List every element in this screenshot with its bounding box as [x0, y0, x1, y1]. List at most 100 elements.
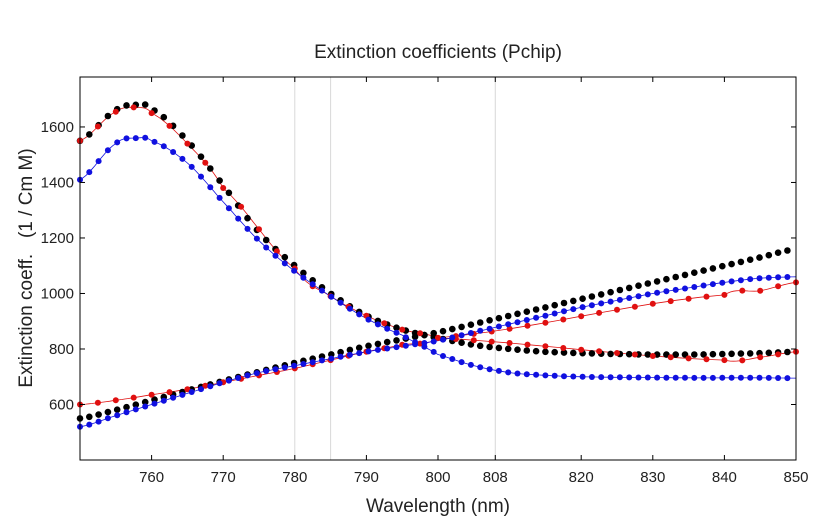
data-point	[291, 362, 298, 369]
data-point	[719, 350, 726, 358]
data-point	[514, 319, 521, 326]
data-point	[356, 350, 363, 357]
data-point	[430, 348, 437, 355]
data-point	[653, 278, 661, 285]
y-tick-label: 600	[49, 396, 74, 413]
data-point	[225, 189, 233, 197]
data-point	[439, 327, 447, 335]
data-point	[253, 235, 260, 242]
data-point	[291, 267, 298, 274]
data-point	[281, 364, 288, 371]
data-point	[561, 308, 567, 315]
data-point	[132, 135, 139, 142]
data-point	[598, 300, 605, 307]
data-point	[319, 287, 325, 294]
data-point	[467, 321, 475, 329]
data-point	[719, 279, 726, 286]
data-point	[417, 330, 424, 337]
data-point	[570, 306, 577, 313]
y-tick-label: 1600	[41, 119, 74, 136]
data-point	[374, 340, 382, 348]
data-point	[114, 412, 121, 419]
data-point	[477, 364, 484, 371]
x-tick-label: 830	[640, 469, 665, 486]
data-point	[737, 258, 745, 266]
data-point	[737, 277, 744, 284]
data-point	[607, 374, 614, 381]
data-point	[691, 351, 698, 358]
data-point	[578, 313, 585, 320]
data-point	[130, 104, 137, 111]
data-point	[160, 397, 167, 404]
data-point	[756, 275, 763, 282]
x-tick-label: 800	[425, 469, 450, 486]
data-point	[506, 325, 513, 332]
data-point	[703, 293, 710, 300]
data-point	[440, 353, 446, 359]
data-point	[746, 350, 754, 357]
data-point	[402, 334, 409, 341]
y-tick-label: 800	[49, 341, 74, 358]
data-point	[709, 265, 717, 272]
data-point	[273, 248, 280, 255]
data-point	[142, 134, 149, 141]
data-point	[654, 289, 661, 296]
x-tick-label: 770	[211, 469, 236, 486]
data-point	[179, 132, 186, 139]
data-point	[523, 317, 530, 323]
data-point	[346, 346, 354, 354]
data-point	[765, 251, 773, 259]
data-point	[112, 397, 119, 404]
data-point	[309, 281, 316, 288]
data-point	[355, 344, 363, 352]
data-point	[709, 281, 716, 288]
data-point	[682, 374, 688, 381]
data-point	[198, 386, 204, 393]
data-point	[262, 236, 270, 244]
data-point	[160, 143, 167, 150]
data-point	[703, 356, 710, 363]
data-point	[430, 338, 437, 345]
data-point	[626, 295, 633, 301]
data-point	[644, 280, 652, 287]
data-point	[560, 345, 567, 351]
data-point	[551, 301, 558, 309]
data-point	[635, 282, 642, 290]
data-point	[141, 398, 149, 406]
data-point	[328, 293, 335, 300]
data-point	[86, 169, 93, 176]
data-point	[607, 288, 614, 296]
data-point	[765, 349, 773, 357]
y-tick-label: 1200	[41, 230, 74, 247]
data-point	[272, 366, 279, 373]
data-point	[132, 406, 139, 413]
data-point	[132, 401, 140, 409]
data-point	[328, 351, 335, 358]
data-point	[737, 350, 745, 357]
data-point	[625, 350, 633, 358]
data-point	[337, 348, 344, 356]
data-point	[542, 348, 549, 356]
data-point	[256, 226, 262, 233]
data-point	[486, 343, 493, 351]
data-point	[216, 177, 223, 184]
x-axis-ticks: 760 770 780 790 800 808 820 830 840 850	[139, 77, 809, 486]
data-point	[399, 326, 406, 333]
data-point	[467, 330, 474, 336]
data-point	[281, 260, 288, 267]
data-point	[95, 411, 102, 418]
data-point	[551, 372, 558, 379]
data-point	[104, 415, 111, 422]
data-point	[649, 300, 656, 307]
data-point	[691, 269, 698, 277]
data-point	[532, 347, 540, 355]
data-point	[709, 374, 716, 381]
data-point	[523, 347, 531, 354]
data-point	[588, 374, 595, 380]
data-point	[495, 344, 503, 352]
data-point	[551, 310, 558, 317]
data-point	[384, 345, 391, 352]
data-point	[774, 249, 782, 256]
data-point	[672, 351, 679, 358]
data-point	[775, 274, 782, 281]
